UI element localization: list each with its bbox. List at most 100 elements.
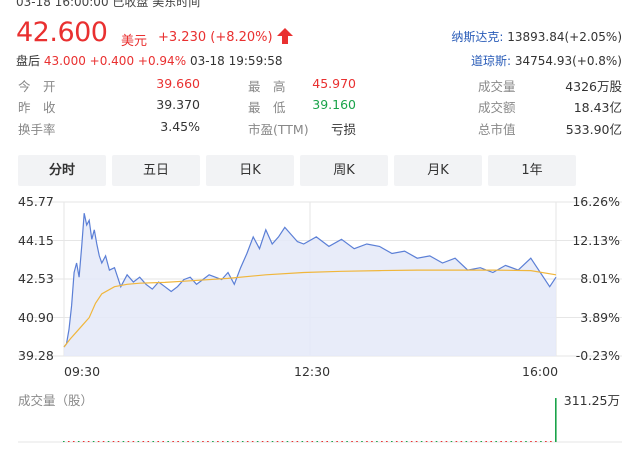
volume-bar [246, 441, 249, 442]
up-arrow-icon [277, 28, 293, 44]
volume-bar [465, 441, 468, 442]
volume-bar [420, 441, 423, 442]
y-tick-left: 45.77 [18, 194, 54, 209]
price-change: +3.230 (+8.20%) [158, 30, 273, 45]
x-tick: 12:30 [294, 364, 331, 379]
volume-bar [351, 441, 353, 442]
volume-bar [500, 441, 502, 442]
volume-bar [440, 441, 443, 442]
volume-bar [281, 441, 284, 442]
y-tick-right: 16.26% [572, 194, 620, 209]
volume-bar [366, 441, 368, 442]
tab-2[interactable]: 五日 [112, 155, 200, 186]
after-hours-time: 03-18 19:59:58 [189, 54, 283, 68]
volume-bar [316, 441, 319, 442]
volume-bar [326, 441, 328, 442]
index-name: 道琼斯: [470, 54, 511, 68]
volume-bar [271, 441, 274, 442]
volume-bar [530, 441, 532, 442]
volume-bar [276, 441, 279, 442]
after-hours-quote: 盘后 43.000 +0.400 +0.94% 03-18 19:59:58 [16, 52, 283, 69]
volume-bar [415, 441, 418, 442]
index-value: 13893.84(+2.05%) [507, 30, 622, 44]
volume-bar [301, 441, 304, 442]
stat-label: 换手率 [18, 122, 56, 137]
volume-bar [236, 441, 239, 442]
market-status-line: 03-18 16:00:00 已收盘 美东时间 [16, 0, 201, 9]
volume-bar [82, 441, 85, 442]
volume-bar [97, 441, 100, 442]
tab-3[interactable]: 日K [206, 155, 294, 186]
price-line [63, 213, 557, 348]
volume-bar [540, 441, 542, 442]
volume-bar [485, 441, 488, 442]
stat-value: 39.370 [156, 97, 200, 112]
tab-6[interactable]: 1年 [488, 155, 576, 186]
current-price: 42.600 [16, 17, 108, 48]
volume-bar [520, 441, 522, 442]
stat-label: 最 低 [248, 100, 286, 115]
stat-value: 18.43亿 [573, 100, 622, 115]
volume-bar [72, 441, 75, 442]
volume-bar [376, 441, 378, 442]
volume-bar [545, 441, 547, 442]
volume-bar [227, 441, 229, 442]
volume-bar [331, 441, 333, 442]
y-tick-left: 40.90 [18, 309, 54, 325]
volume-bar [381, 441, 383, 442]
x-tick: 09:30 [64, 364, 101, 379]
volume-bar [356, 441, 358, 442]
stat-label: 今 开 [18, 79, 56, 94]
price-area [64, 213, 556, 356]
stat-label: 成交量 [478, 79, 516, 94]
y-tick-right: 8.01% [580, 271, 620, 286]
volume-bar [480, 441, 483, 442]
volume-bar [410, 441, 413, 442]
volume-bar [346, 441, 348, 442]
volume-bar [137, 441, 140, 442]
volume-bar [391, 441, 393, 442]
volume-bar [291, 441, 294, 442]
after-hours-pct: +0.94% [137, 54, 187, 68]
stat-value: 45.970 [312, 76, 356, 91]
tab-4[interactable]: 周K [300, 155, 388, 186]
volume-bar [231, 441, 234, 442]
volume-bar [172, 441, 174, 442]
volume-bar [102, 441, 105, 442]
volume-bar [455, 441, 458, 442]
tab-5[interactable]: 月K [394, 155, 482, 186]
volume-bar [77, 441, 80, 442]
volume-bar [157, 441, 160, 442]
stat-label: 昨 收 [18, 100, 56, 115]
currency-label: 美元 [121, 34, 148, 49]
volume-bar [222, 441, 224, 442]
volume-bar [341, 441, 343, 442]
volume-bar [445, 441, 448, 442]
index-nasdaq[interactable]: 纳斯达克: 13893.84(+2.05%) [451, 28, 622, 45]
volume-bar [321, 441, 324, 442]
tab-1[interactable]: 分时 [18, 155, 106, 186]
volume-bar [92, 441, 95, 442]
volume-bar [395, 441, 398, 442]
stat-value: 533.90亿 [565, 122, 622, 137]
stat-value: 4326万股 [565, 79, 622, 94]
volume-bar [192, 441, 194, 442]
volume-bar [122, 441, 125, 442]
stat-value: 3.45% [160, 119, 200, 134]
volume-bar [202, 441, 204, 442]
volume-bar [87, 441, 90, 442]
stat-value: 亏损 [330, 122, 356, 137]
volume-bar [127, 441, 130, 442]
after-hours-change: +0.400 [89, 54, 135, 68]
volume-bar [147, 441, 150, 442]
x-tick: 16:00 [522, 364, 559, 379]
volume-bar [515, 441, 517, 442]
index-name: 纳斯达克: [451, 30, 504, 44]
volume-bar [371, 441, 373, 442]
volume-bar [177, 441, 179, 442]
index-dow[interactable]: 道琼斯: 34754.93(+0.8%) [471, 52, 622, 69]
volume-bar [162, 441, 164, 442]
volume-bar [405, 441, 408, 442]
volume-bar [296, 441, 299, 442]
